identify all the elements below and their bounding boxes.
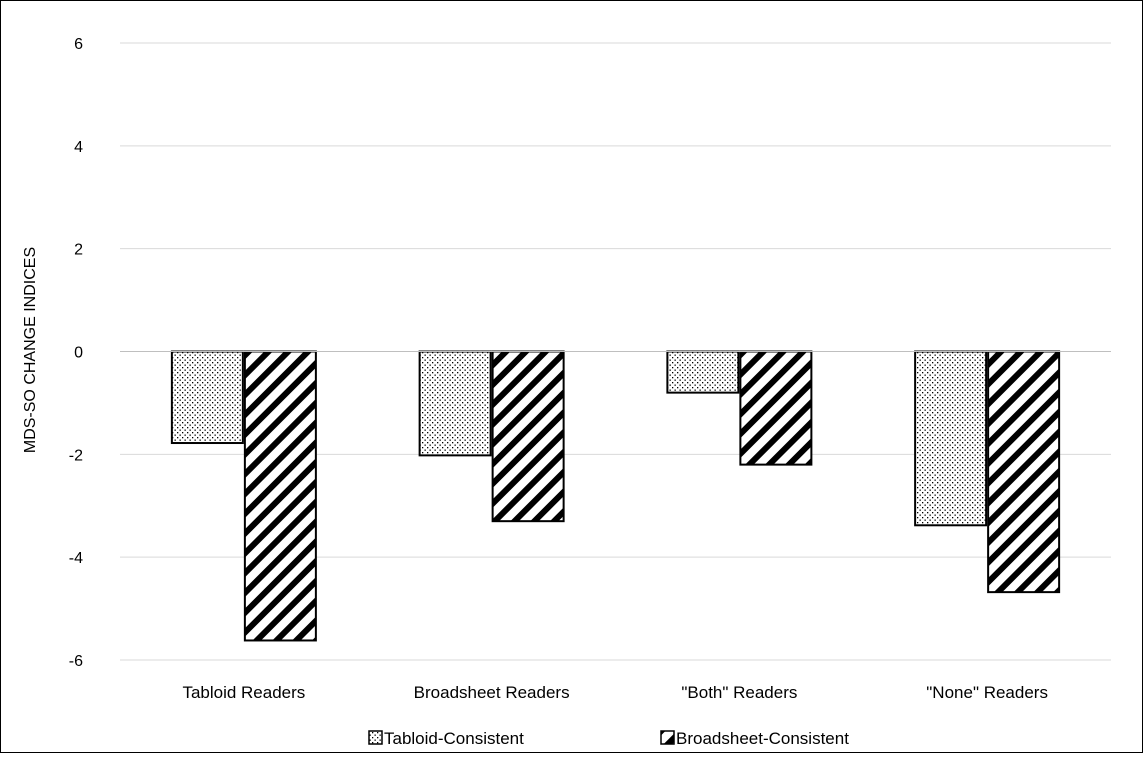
legend-label: Broadsheet-Consistent [676,729,849,748]
bar-broadsheet-consistent [491,350,565,523]
axis-labels: -6 -4 -2 0 2 4 6 Tabloid Readers Broadsheet Read… [69,36,1048,702]
x-category-label: "Both" Readers [681,683,797,702]
y-tick-label: 4 [74,139,83,156]
y-tick-label: -4 [69,550,83,567]
legend-label: Tabloid-Consistent [384,729,524,748]
legend-swatch-broadsheet-consistent [660,730,675,745]
x-category-label: "None" Readers [926,683,1048,702]
bar-tabloid-consistent [418,350,492,457]
y-tick-label: -6 [69,653,83,670]
bar-tabloid-consistent [914,350,988,527]
y-tick-label: 6 [74,36,83,53]
y-tick-label: 2 [74,242,83,259]
x-category-label: Broadsheet Readers [414,683,570,702]
x-category-label: Tabloid Readers [182,683,305,702]
bar-tabloid-consistent [666,350,740,394]
legend-swatch-tabloid-consistent [368,730,383,745]
bar-tabloid-consistent [170,350,244,445]
bar-broadsheet-consistent [243,350,317,642]
bars [120,350,1111,642]
bar-broadsheet-consistent [739,350,813,466]
y-axis-title: MDS-SO CHANGE INDICES [22,247,39,453]
bar-broadsheet-consistent [987,350,1061,594]
legend: Tabloid-Consistent Broadsheet-Consistent [368,729,849,748]
y-tick-label: -2 [69,447,83,464]
y-tick-label: 0 [74,345,83,362]
